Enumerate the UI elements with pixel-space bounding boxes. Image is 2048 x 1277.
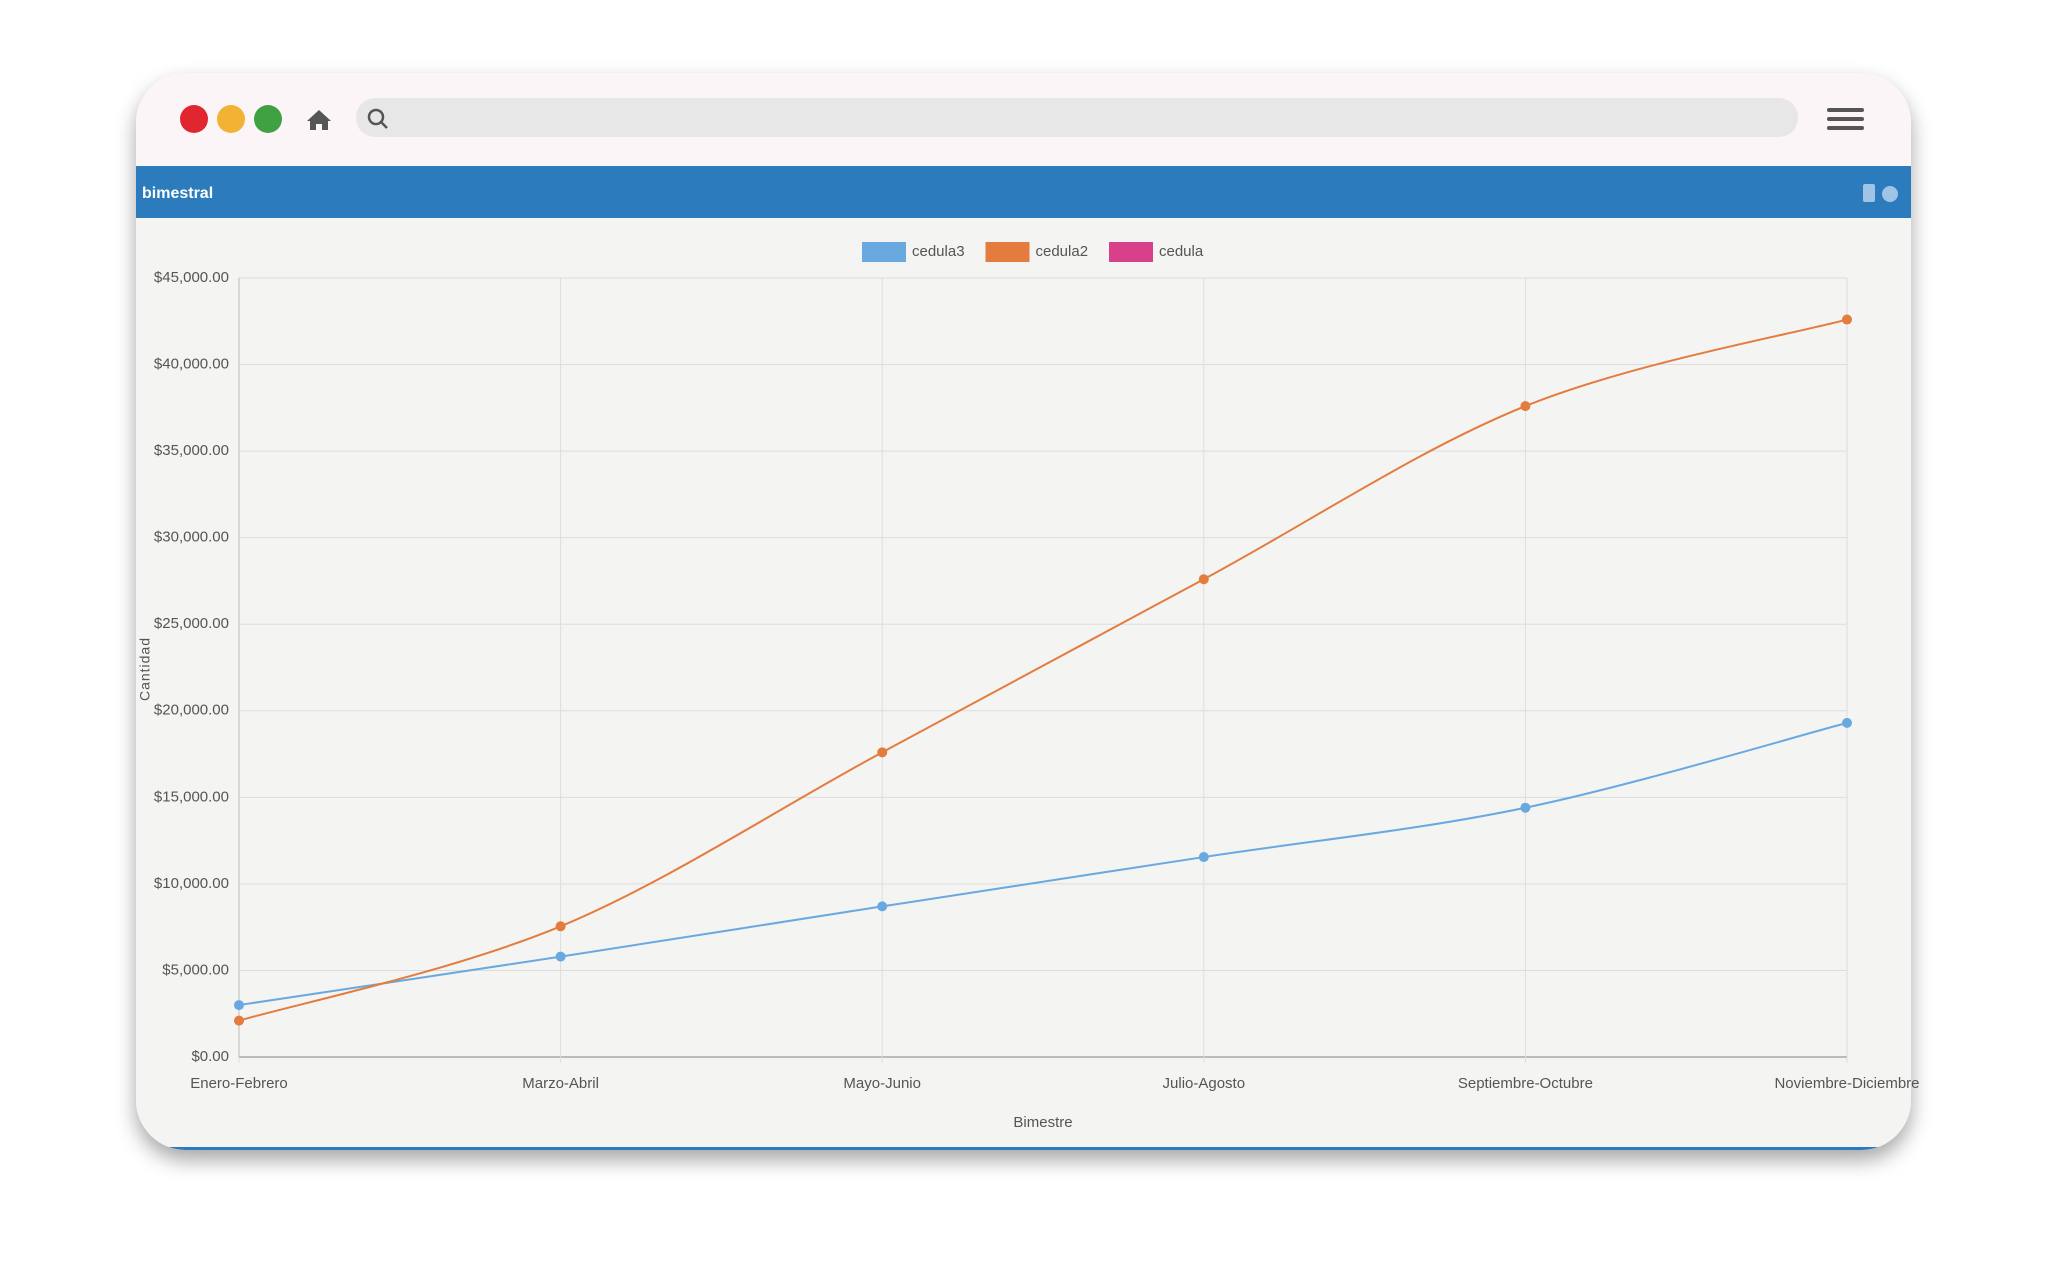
x-tick-label: Julio-Agosto <box>1163 1075 1246 1092</box>
legend-label: cedula <box>1159 243 1204 260</box>
search-icon-handle <box>380 121 388 129</box>
close-button[interactable] <box>180 105 208 133</box>
legend-label: cedula3 <box>912 243 965 260</box>
data-point <box>1198 574 1209 585</box>
menu-icon[interactable] <box>1827 108 1864 130</box>
y-tick-label: $40,000.00 <box>154 356 229 373</box>
y-tick-label: $35,000.00 <box>154 442 229 459</box>
legend-swatch <box>862 242 906 262</box>
y-axis-title: Cantidad <box>137 637 153 701</box>
data-point <box>877 901 888 912</box>
legend-swatch <box>985 242 1030 262</box>
toggle-icon[interactable] <box>1882 186 1898 202</box>
y-tick-label: $20,000.00 <box>154 702 229 719</box>
y-tick-label: $5,000.00 <box>162 961 229 978</box>
y-tick-label: $10,000.00 <box>154 875 229 892</box>
maximize-button[interactable] <box>254 105 282 133</box>
panel-footer <box>136 1147 1911 1150</box>
x-tick-label: Marzo-Abril <box>522 1075 599 1092</box>
y-tick-label: $0.00 <box>191 1048 229 1065</box>
data-point <box>1520 802 1531 813</box>
legend-label: cedula2 <box>1036 243 1089 260</box>
data-point <box>234 1000 244 1011</box>
data-point <box>555 921 566 932</box>
data-point <box>234 1015 244 1026</box>
browser-window <box>136 73 1911 1150</box>
panel-header <box>136 166 1911 218</box>
data-point <box>877 747 888 758</box>
print-icon[interactable] <box>1863 184 1875 202</box>
data-point <box>555 951 566 962</box>
x-tick-label: Enero-Febrero <box>190 1075 288 1092</box>
legend-swatch <box>1109 242 1153 262</box>
address-bar[interactable] <box>356 98 1798 137</box>
minimize-button[interactable] <box>217 105 245 133</box>
x-tick-label: Mayo-Junio <box>843 1075 921 1092</box>
search-icon <box>367 108 385 126</box>
data-point <box>1842 314 1852 325</box>
data-point <box>1842 717 1852 728</box>
series-line <box>238 721 1848 1007</box>
series-line <box>238 318 1848 1022</box>
y-tick-label: $30,000.00 <box>154 529 229 546</box>
home-icon[interactable] <box>307 110 331 130</box>
panel-title: bimestral <box>142 185 213 202</box>
x-tick-label: Noviembre-Diciembre <box>1774 1075 1919 1092</box>
y-tick-label: $25,000.00 <box>154 615 229 632</box>
data-point <box>1198 852 1209 863</box>
y-tick-label: $15,000.00 <box>154 788 229 805</box>
x-tick-label: Septiembre-Octubre <box>1458 1075 1593 1092</box>
data-point <box>1520 401 1531 412</box>
y-tick-label: $45,000.00 <box>154 269 229 286</box>
x-axis-title: Bimestre <box>1013 1114 1072 1131</box>
